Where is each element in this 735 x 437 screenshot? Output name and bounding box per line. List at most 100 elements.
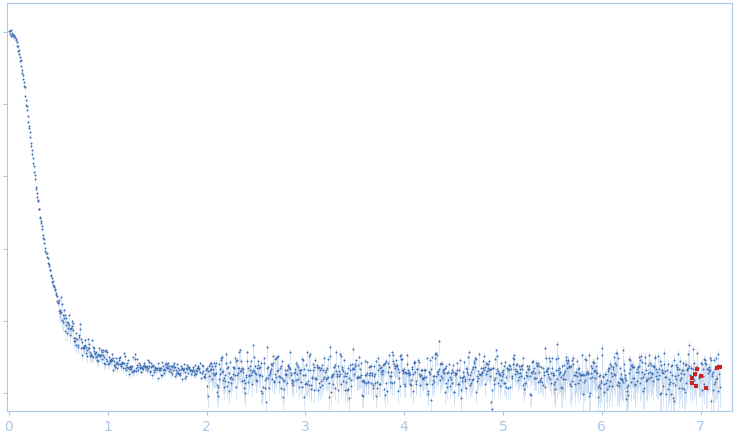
Point — [35, 220, 47, 227]
Point — [605, 369, 617, 376]
Point — [153, 366, 165, 373]
Point — [10, 36, 21, 43]
Point — [650, 373, 662, 380]
Point — [570, 368, 581, 375]
Point — [71, 344, 83, 351]
Point — [483, 357, 495, 364]
Point — [592, 354, 603, 361]
Point — [462, 353, 474, 360]
Point — [176, 362, 187, 369]
Point — [265, 365, 277, 372]
Point — [171, 361, 183, 368]
Point — [131, 364, 143, 371]
Point — [7, 30, 18, 37]
Point — [603, 361, 615, 368]
Point — [473, 350, 485, 357]
Point — [298, 365, 309, 372]
Point — [644, 359, 656, 366]
Point — [426, 354, 437, 361]
Point — [101, 349, 113, 356]
Point — [664, 379, 675, 386]
Point — [179, 375, 190, 382]
Point — [270, 354, 282, 361]
Point — [390, 364, 401, 371]
Point — [265, 361, 276, 368]
Point — [614, 365, 626, 372]
Point — [469, 355, 481, 362]
Point — [633, 363, 645, 370]
Point — [625, 378, 637, 385]
Point — [256, 372, 268, 379]
Point — [87, 344, 98, 351]
Point — [118, 360, 129, 367]
Point — [258, 360, 270, 367]
Point — [578, 376, 590, 383]
Point — [411, 366, 423, 373]
Point — [59, 328, 71, 335]
Point — [437, 360, 448, 367]
Point — [480, 360, 492, 367]
Point — [204, 363, 215, 370]
Point — [345, 382, 357, 389]
Point — [345, 376, 356, 383]
Point — [350, 363, 362, 370]
Point — [412, 365, 423, 372]
Point — [14, 57, 26, 64]
Point — [603, 365, 614, 372]
Point — [293, 363, 304, 370]
Point — [306, 382, 318, 389]
Point — [88, 344, 100, 351]
Point — [57, 316, 68, 323]
Point — [331, 371, 343, 378]
Point — [460, 364, 472, 371]
Point — [49, 287, 61, 294]
Point — [282, 362, 294, 369]
Point — [205, 365, 217, 372]
Point — [361, 370, 373, 377]
Point — [495, 377, 506, 384]
Point — [427, 373, 439, 380]
Point — [299, 372, 311, 379]
Point — [138, 360, 150, 367]
Point — [48, 282, 60, 289]
Point — [583, 352, 595, 359]
Point — [423, 388, 434, 395]
Point — [252, 362, 264, 369]
Point — [45, 271, 57, 278]
Point — [251, 377, 263, 384]
Point — [531, 361, 542, 368]
Point — [24, 133, 36, 140]
Point — [82, 345, 93, 352]
Point — [519, 380, 531, 387]
Point — [26, 151, 38, 158]
Point — [443, 361, 455, 368]
Point — [432, 370, 444, 377]
Point — [588, 368, 600, 375]
Point — [445, 375, 456, 382]
Point — [489, 355, 501, 362]
Point — [576, 351, 587, 358]
Point — [665, 363, 677, 370]
Point — [460, 385, 472, 392]
Point — [574, 377, 586, 384]
Point — [39, 240, 51, 247]
Point — [656, 368, 668, 375]
Point — [76, 345, 88, 352]
Point — [468, 357, 480, 364]
Point — [423, 369, 435, 376]
Point — [259, 399, 271, 406]
Point — [714, 383, 726, 390]
Point — [187, 368, 198, 375]
Point — [448, 388, 459, 395]
Point — [198, 373, 209, 380]
Point — [562, 359, 573, 366]
Point — [12, 46, 24, 53]
Point — [115, 362, 126, 369]
Point — [465, 380, 477, 387]
Point — [152, 375, 164, 382]
Point — [279, 371, 291, 378]
Point — [659, 374, 671, 381]
Point — [595, 379, 607, 386]
Point — [515, 373, 527, 380]
Point — [253, 365, 265, 372]
